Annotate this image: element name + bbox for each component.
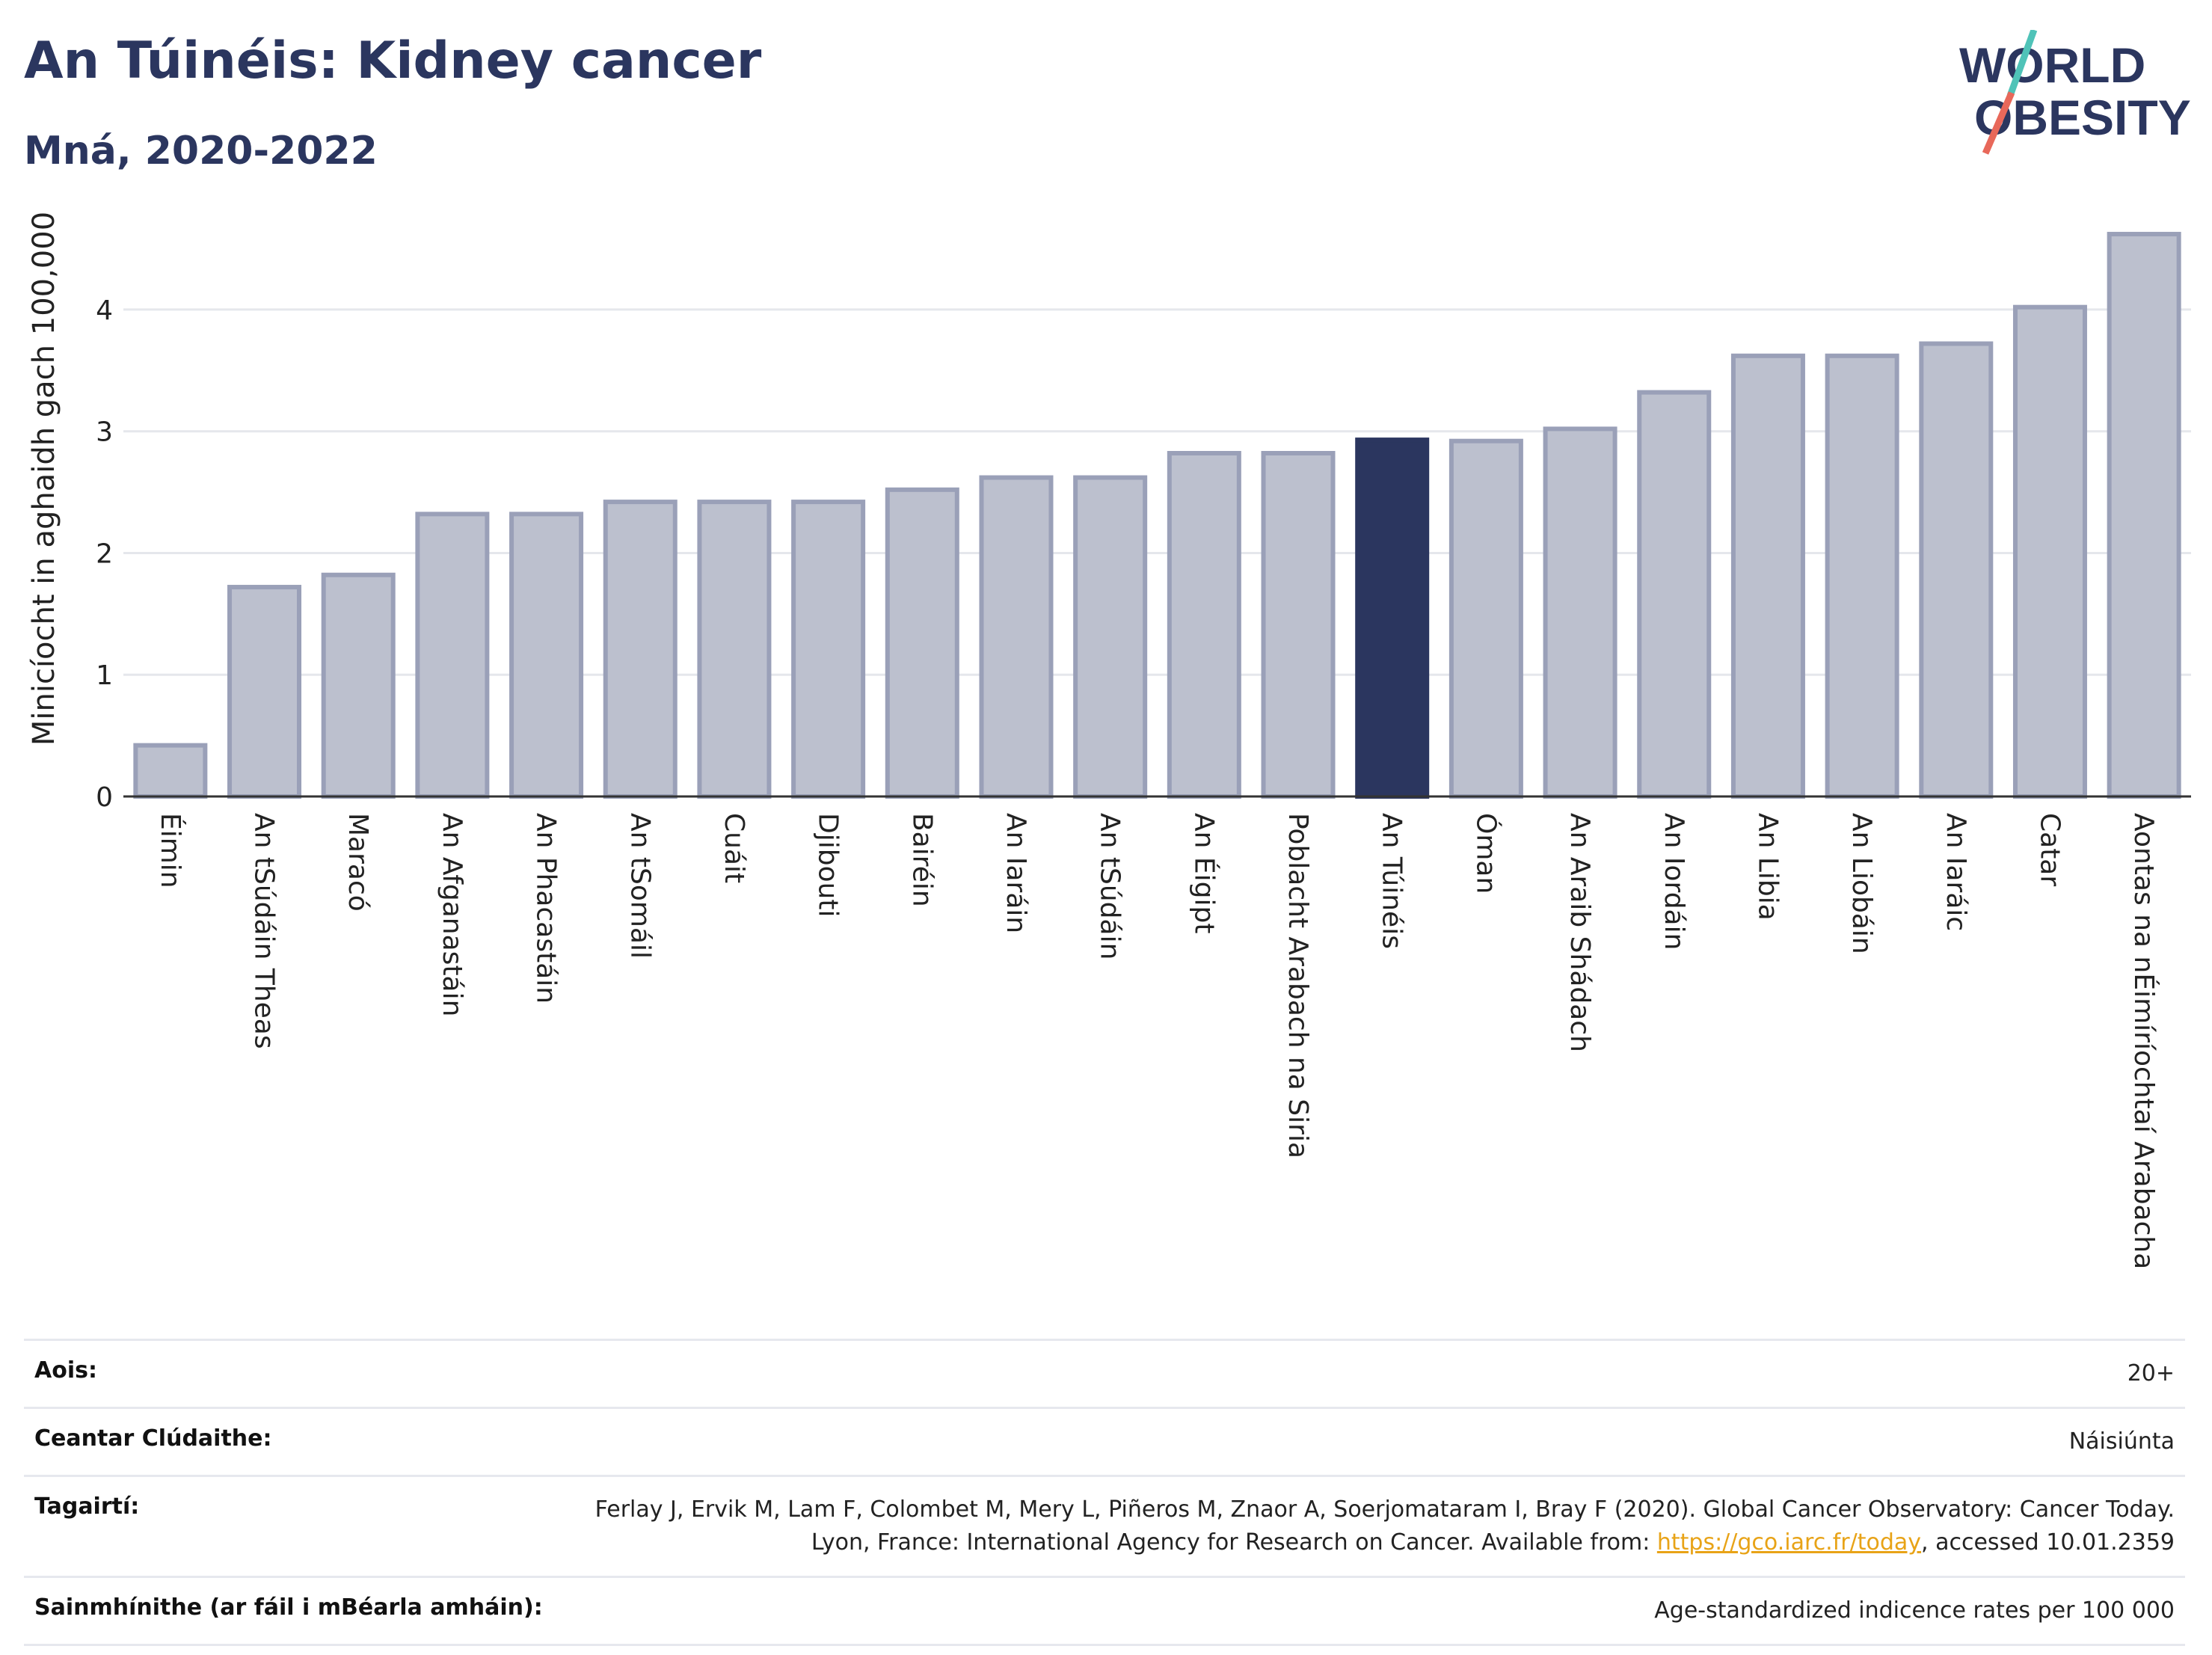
meta-def-label: Sainmhínithe (ar fáil i mBéarla amháin):: [34, 1594, 543, 1621]
x-tick-label: An Libia: [1752, 813, 1783, 921]
meta-age-label: Aois:: [34, 1357, 97, 1384]
x-tick-label: An Túinéis: [1377, 813, 1407, 949]
logo-text-world: WORLD: [1959, 37, 2145, 93]
bar: [1730, 353, 1805, 799]
x-tick-label: Catar: [2034, 813, 2065, 886]
y-tick-label: 2: [96, 538, 113, 569]
reference-link[interactable]: https://gco.iarc.fr/today: [1656, 1529, 1922, 1556]
meta-ref-accessed: , accessed 10.01.2359: [1921, 1529, 2175, 1556]
bar: [979, 475, 1054, 799]
x-tick-label: An tSúdáin: [1095, 813, 1125, 959]
y-axis-label: Minicíocht in aghaidh gach 100,000: [27, 212, 61, 746]
page-title: An Túinéis: Kidney cancer: [24, 31, 762, 90]
meta-row-age: Aois: 20+: [24, 1339, 2185, 1407]
meta-row-definitions: Sainmhínithe (ar fáil i mBéarla amháin):…: [24, 1576, 2185, 1646]
x-tick-label: An Iaráin: [1001, 813, 1031, 933]
x-tick-label: Éimin: [155, 813, 186, 888]
meta-row-references: Tagairtí: Ferlay J, Ervik M, Lam F, Colo…: [24, 1475, 2185, 1576]
metadata-table: Aois: 20+ Ceantar Clúdaithe: Náisiúnta T…: [24, 1339, 2185, 1646]
x-tick-label: An tSúdáin Theas: [249, 813, 280, 1049]
meta-area-value: Náisiúnta: [2068, 1428, 2175, 1455]
bar: [1543, 426, 1617, 799]
meta-ref-text: Ferlay J, Ervik M, Lam F, Colombet M, Me…: [595, 1496, 2175, 1556]
x-tick-label: An Liobáin: [1846, 813, 1877, 954]
y-tick-label: 4: [96, 295, 113, 326]
bar: [415, 512, 490, 799]
x-tick-label: An Iaráic: [1941, 813, 1971, 931]
x-tick-label: Cuáit: [719, 813, 749, 883]
x-tick-label: Óman: [1470, 813, 1502, 894]
bar: [1073, 475, 1148, 799]
x-tick-label: An tSomáil: [624, 813, 655, 959]
y-tick-labels: 0 1 2 3 4: [96, 295, 113, 813]
meta-age-value: 20+: [2127, 1360, 2175, 1387]
bar: [697, 500, 772, 799]
bar-chart: 0 1 2 3 4 Éimin An tSúdáin Theas Maracó An Afga…: [27, 212, 2191, 1269]
x-tick-labels: Éimin An tSúdáin Theas Maracó An Afganastái…: [155, 813, 2160, 1269]
bar: [1448, 438, 1523, 799]
meta-area-label: Ceantar Clúdaithe:: [34, 1425, 272, 1452]
y-tick-label: 1: [96, 660, 113, 691]
bars: [133, 232, 2181, 799]
bar: [321, 572, 396, 799]
bar: [1637, 390, 1712, 799]
x-tick-label: Djibouti: [813, 813, 844, 918]
bar: [1825, 353, 1899, 799]
meta-ref-label: Tagairtí:: [34, 1493, 140, 1520]
world-obesity-logo: WORLD OBESITY: [1959, 30, 2191, 155]
bar: [227, 585, 302, 799]
x-tick-label: An Afganastáin: [437, 813, 467, 1016]
x-tick-label: Aontas na nÉimíríochtaí Arabacha: [2128, 813, 2160, 1269]
bar: [1919, 341, 1994, 799]
meta-row-area: Ceantar Clúdaithe: Náisiúnta: [24, 1407, 2185, 1475]
bar: [133, 743, 208, 799]
bar: [603, 500, 678, 799]
page-subtitle: Mná, 2020-2022: [24, 129, 378, 174]
y-tick-label: 0: [96, 782, 113, 813]
meta-ref-value: Ferlay J, Ervik M, Lam F, Colombet M, Me…: [529, 1493, 2175, 1559]
bar: [509, 512, 584, 799]
logo-slash-top: [2006, 30, 2038, 97]
x-tick-label: An Éigipt: [1188, 813, 1220, 933]
bar: [1355, 437, 1430, 799]
bar: [2012, 304, 2087, 799]
bar: [1167, 451, 1241, 799]
x-tick-label: Maracó: [342, 813, 373, 912]
bar: [2107, 232, 2181, 799]
x-tick-label: Poblacht Arabach na Siria: [1282, 813, 1313, 1158]
logo-slash-bottom: [1982, 91, 2015, 155]
bar: [791, 500, 866, 799]
x-tick-label: Bairéin: [906, 813, 937, 907]
y-tick-label: 3: [96, 417, 113, 448]
meta-def-value: Age-standardized indicence rates per 100…: [1654, 1597, 2175, 1624]
bar: [1261, 451, 1336, 799]
x-tick-label: An Phacastáin: [531, 813, 562, 1004]
x-tick-label: An Araib Shádach: [1564, 813, 1595, 1052]
bar: [885, 487, 959, 799]
x-tick-label: An Iordáin: [1659, 813, 1689, 950]
